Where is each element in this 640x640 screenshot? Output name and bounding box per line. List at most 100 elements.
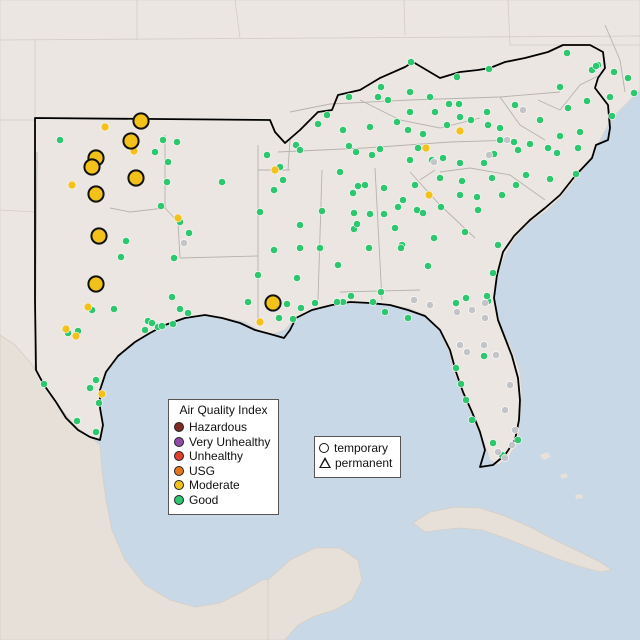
good-monitor[interactable] bbox=[404, 126, 412, 134]
good-monitor[interactable] bbox=[361, 181, 369, 189]
good-monitor[interactable] bbox=[576, 128, 584, 136]
moderate-monitor[interactable] bbox=[87, 275, 105, 293]
good-monitor[interactable] bbox=[381, 308, 389, 316]
good-monitor[interactable] bbox=[336, 168, 344, 176]
good-monitor[interactable] bbox=[489, 439, 497, 447]
good-monitor[interactable] bbox=[323, 111, 331, 119]
good-monitor[interactable] bbox=[439, 154, 447, 162]
good-monitor[interactable] bbox=[296, 221, 304, 229]
good-monitor[interactable] bbox=[393, 118, 401, 126]
good-monitor[interactable] bbox=[485, 65, 493, 73]
good-monitor[interactable] bbox=[279, 176, 287, 184]
good-monitor[interactable] bbox=[353, 220, 361, 228]
good-monitor[interactable] bbox=[608, 112, 616, 120]
good-monitor[interactable] bbox=[462, 396, 470, 404]
no-data-monitor[interactable] bbox=[426, 301, 434, 309]
moderate-monitor[interactable] bbox=[97, 389, 107, 399]
good-monitor[interactable] bbox=[496, 136, 504, 144]
good-monitor[interactable] bbox=[157, 202, 165, 210]
good-monitor[interactable] bbox=[436, 174, 444, 182]
no-data-monitor[interactable] bbox=[494, 448, 502, 456]
good-monitor[interactable] bbox=[630, 89, 638, 97]
good-monitor[interactable] bbox=[345, 93, 353, 101]
good-monitor[interactable] bbox=[95, 399, 103, 407]
no-data-monitor[interactable] bbox=[492, 351, 500, 359]
good-monitor[interactable] bbox=[283, 300, 291, 308]
good-monitor[interactable] bbox=[263, 151, 271, 159]
good-monitor[interactable] bbox=[122, 237, 130, 245]
no-data-monitor[interactable] bbox=[481, 314, 489, 322]
moderate-monitor[interactable] bbox=[173, 213, 183, 223]
moderate-monitor[interactable] bbox=[122, 132, 140, 150]
moderate-monitor[interactable] bbox=[90, 227, 108, 245]
good-monitor[interactable] bbox=[431, 108, 439, 116]
good-monitor[interactable] bbox=[452, 364, 460, 372]
good-monitor[interactable] bbox=[345, 142, 353, 150]
no-data-monitor[interactable] bbox=[481, 299, 489, 307]
good-monitor[interactable] bbox=[168, 293, 176, 301]
no-data-monitor[interactable] bbox=[180, 239, 188, 247]
good-monitor[interactable] bbox=[426, 93, 434, 101]
no-data-monitor[interactable] bbox=[410, 296, 418, 304]
good-monitor[interactable] bbox=[256, 208, 264, 216]
no-data-monitor[interactable] bbox=[430, 158, 438, 166]
good-monitor[interactable] bbox=[455, 100, 463, 108]
good-monitor[interactable] bbox=[583, 97, 591, 105]
good-monitor[interactable] bbox=[270, 246, 278, 254]
good-monitor[interactable] bbox=[289, 315, 297, 323]
good-monitor[interactable] bbox=[406, 108, 414, 116]
moderate-monitor[interactable] bbox=[255, 317, 265, 327]
moderate-monitor[interactable] bbox=[455, 126, 465, 136]
good-monitor[interactable] bbox=[437, 203, 445, 211]
good-monitor[interactable] bbox=[556, 83, 564, 91]
good-monitor[interactable] bbox=[456, 191, 464, 199]
good-monitor[interactable] bbox=[526, 140, 534, 148]
good-monitor[interactable] bbox=[510, 138, 518, 146]
good-monitor[interactable] bbox=[414, 144, 422, 152]
good-monitor[interactable] bbox=[407, 58, 415, 66]
no-data-monitor[interactable] bbox=[506, 381, 514, 389]
good-monitor[interactable] bbox=[424, 262, 432, 270]
good-monitor[interactable] bbox=[498, 191, 506, 199]
good-monitor[interactable] bbox=[399, 196, 407, 204]
good-monitor[interactable] bbox=[270, 186, 278, 194]
good-monitor[interactable] bbox=[380, 184, 388, 192]
good-monitor[interactable] bbox=[461, 228, 469, 236]
good-monitor[interactable] bbox=[377, 288, 385, 296]
good-monitor[interactable] bbox=[522, 171, 530, 179]
good-monitor[interactable] bbox=[40, 380, 48, 388]
good-monitor[interactable] bbox=[380, 210, 388, 218]
good-monitor[interactable] bbox=[347, 292, 355, 300]
good-monitor[interactable] bbox=[462, 294, 470, 302]
good-monitor[interactable] bbox=[484, 121, 492, 129]
good-monitor[interactable] bbox=[457, 380, 465, 388]
good-monitor[interactable] bbox=[514, 436, 522, 444]
good-monitor[interactable] bbox=[592, 62, 600, 70]
no-data-monitor[interactable] bbox=[511, 426, 519, 434]
good-monitor[interactable] bbox=[456, 159, 464, 167]
good-monitor[interactable] bbox=[368, 151, 376, 159]
good-monitor[interactable] bbox=[349, 189, 357, 197]
good-monitor[interactable] bbox=[488, 174, 496, 182]
good-monitor[interactable] bbox=[297, 304, 305, 312]
good-monitor[interactable] bbox=[624, 74, 632, 82]
good-monitor[interactable] bbox=[480, 159, 488, 167]
no-data-monitor[interactable] bbox=[463, 348, 471, 356]
good-monitor[interactable] bbox=[610, 68, 618, 76]
good-monitor[interactable] bbox=[56, 136, 64, 144]
good-monitor[interactable] bbox=[483, 108, 491, 116]
good-monitor[interactable] bbox=[406, 156, 414, 164]
good-monitor[interactable] bbox=[496, 124, 504, 132]
good-monitor[interactable] bbox=[158, 322, 166, 330]
good-monitor[interactable] bbox=[296, 146, 304, 154]
good-monitor[interactable] bbox=[352, 148, 360, 156]
no-data-monitor[interactable] bbox=[519, 106, 527, 114]
good-monitor[interactable] bbox=[468, 416, 476, 424]
good-monitor[interactable] bbox=[366, 123, 374, 131]
good-monitor[interactable] bbox=[339, 126, 347, 134]
good-monitor[interactable] bbox=[480, 352, 488, 360]
good-monitor[interactable] bbox=[544, 144, 552, 152]
good-monitor[interactable] bbox=[365, 244, 373, 252]
good-monitor[interactable] bbox=[333, 298, 341, 306]
good-monitor[interactable] bbox=[563, 49, 571, 57]
